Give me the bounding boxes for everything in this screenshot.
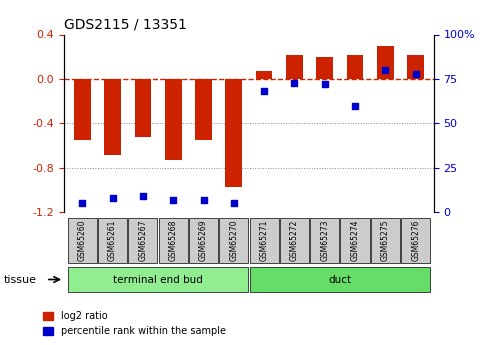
Text: GSM65271: GSM65271 bbox=[260, 220, 269, 261]
FancyBboxPatch shape bbox=[68, 218, 97, 263]
Text: GSM65269: GSM65269 bbox=[199, 219, 208, 261]
Point bbox=[290, 80, 298, 85]
Point bbox=[139, 194, 147, 199]
FancyBboxPatch shape bbox=[249, 218, 279, 263]
Bar bbox=[74, 79, 91, 140]
Point bbox=[169, 197, 177, 203]
Point bbox=[321, 81, 329, 87]
Bar bbox=[317, 57, 333, 79]
Text: terminal end bud: terminal end bud bbox=[113, 275, 203, 285]
FancyBboxPatch shape bbox=[219, 218, 248, 263]
Text: GSM65275: GSM65275 bbox=[381, 219, 390, 261]
FancyBboxPatch shape bbox=[249, 267, 430, 292]
Point bbox=[230, 201, 238, 206]
Bar bbox=[104, 79, 121, 155]
Bar bbox=[165, 79, 181, 160]
FancyBboxPatch shape bbox=[341, 218, 370, 263]
Text: GSM65270: GSM65270 bbox=[229, 219, 238, 261]
FancyBboxPatch shape bbox=[68, 267, 248, 292]
Bar bbox=[195, 79, 212, 140]
Bar bbox=[377, 46, 394, 79]
Bar bbox=[407, 55, 424, 79]
Text: GSM65276: GSM65276 bbox=[411, 219, 420, 261]
Point bbox=[78, 201, 86, 206]
Point bbox=[200, 197, 208, 203]
FancyBboxPatch shape bbox=[98, 218, 127, 263]
Text: GSM65267: GSM65267 bbox=[139, 219, 147, 261]
Point bbox=[108, 195, 116, 201]
Text: GSM65261: GSM65261 bbox=[108, 220, 117, 261]
Point bbox=[412, 71, 420, 76]
Text: duct: duct bbox=[328, 275, 352, 285]
Bar bbox=[256, 71, 273, 79]
Bar bbox=[286, 55, 303, 79]
Text: GSM65273: GSM65273 bbox=[320, 219, 329, 261]
Point bbox=[260, 89, 268, 94]
FancyBboxPatch shape bbox=[159, 218, 188, 263]
FancyBboxPatch shape bbox=[280, 218, 309, 263]
Text: GSM65274: GSM65274 bbox=[351, 219, 359, 261]
Bar bbox=[135, 79, 151, 137]
FancyBboxPatch shape bbox=[371, 218, 400, 263]
Point bbox=[351, 103, 359, 108]
Text: GSM65272: GSM65272 bbox=[290, 220, 299, 261]
Bar bbox=[347, 55, 363, 79]
Text: GSM65268: GSM65268 bbox=[169, 220, 177, 261]
Point bbox=[382, 67, 389, 73]
Legend: log2 ratio, percentile rank within the sample: log2 ratio, percentile rank within the s… bbox=[39, 307, 230, 340]
Text: tissue: tissue bbox=[4, 275, 37, 285]
FancyBboxPatch shape bbox=[128, 218, 157, 263]
FancyBboxPatch shape bbox=[189, 218, 218, 263]
Text: GDS2115 / 13351: GDS2115 / 13351 bbox=[64, 18, 187, 32]
Text: GSM65260: GSM65260 bbox=[78, 219, 87, 261]
FancyBboxPatch shape bbox=[401, 218, 430, 263]
Bar bbox=[225, 79, 242, 187]
FancyBboxPatch shape bbox=[310, 218, 339, 263]
